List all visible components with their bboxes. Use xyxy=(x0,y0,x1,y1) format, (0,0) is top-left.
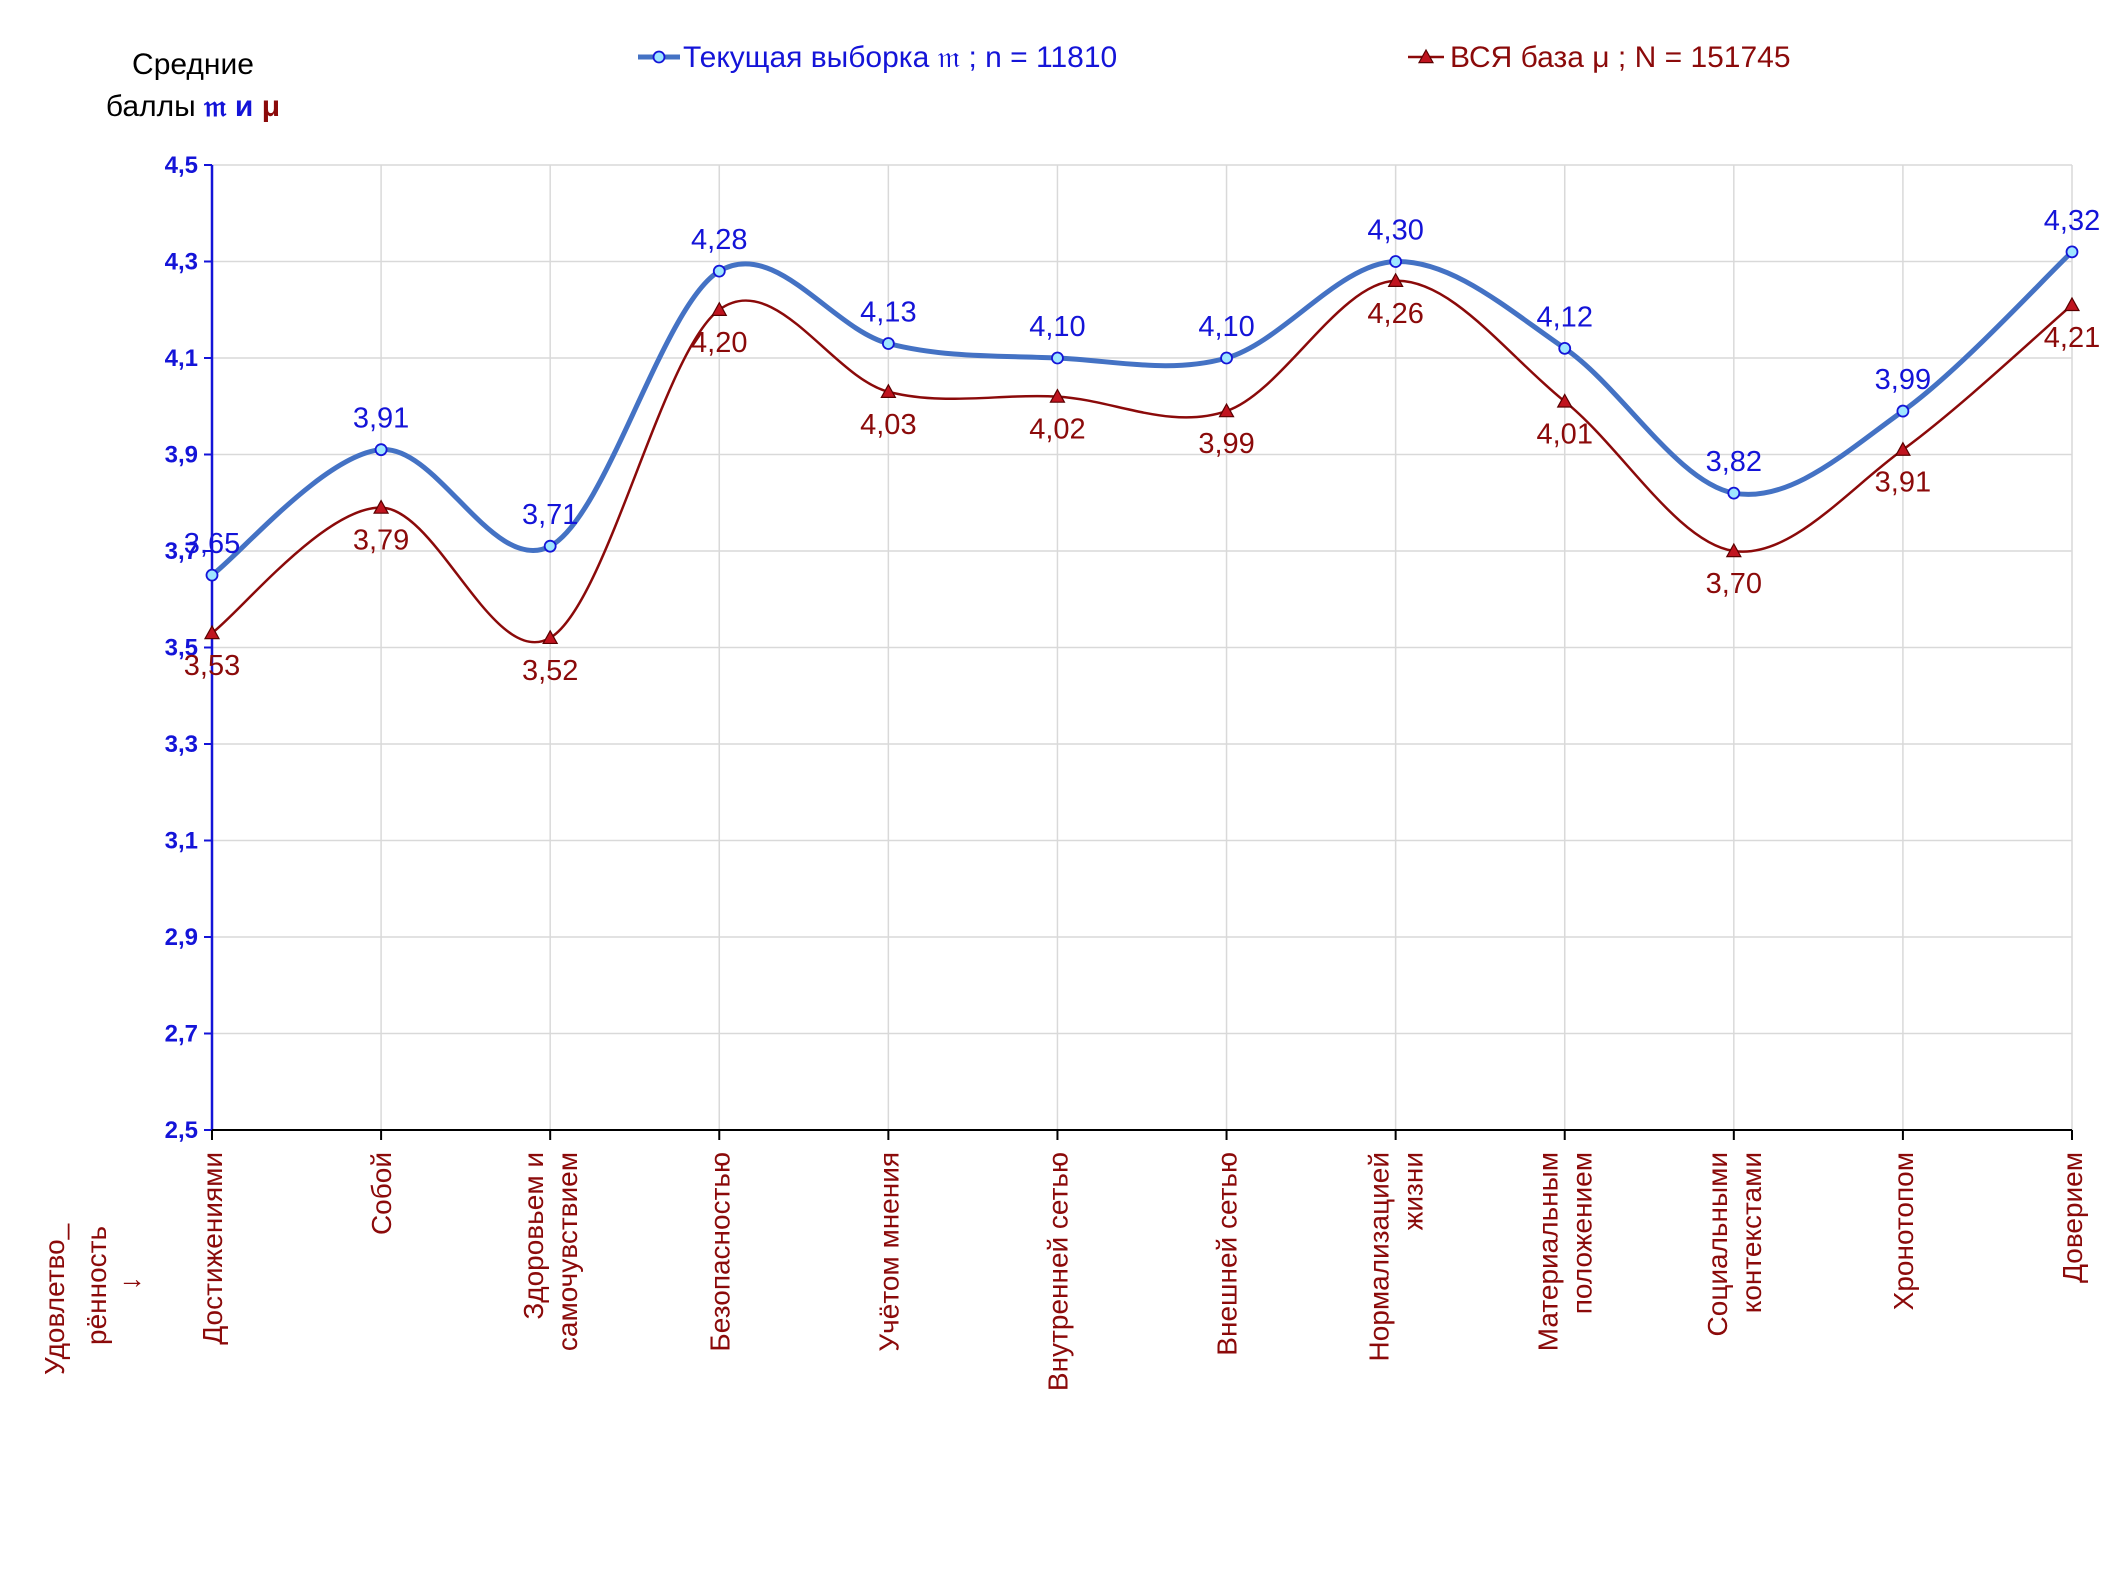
grid-lines xyxy=(212,164,2073,1130)
data-label-base: 3,91 xyxy=(1875,467,1931,499)
y-tick-label: 3,1 xyxy=(165,828,198,855)
marker-base xyxy=(1218,402,1235,418)
data-label-base: 4,20 xyxy=(691,327,747,359)
marker-current xyxy=(1558,341,1572,355)
data-label-current: 4,28 xyxy=(691,224,747,256)
marker-current xyxy=(205,568,219,582)
marker-current xyxy=(2065,245,2079,259)
y-tick-label: 2,5 xyxy=(165,1117,198,1144)
legend-marker-current xyxy=(652,50,666,64)
category-label: Здоровьем и xyxy=(518,1152,549,1320)
legend-marker-base xyxy=(1417,48,1435,64)
y-tick-label: 2,7 xyxy=(165,1021,198,1048)
x-axis-title-line1: Удовлетво_ xyxy=(39,1223,70,1375)
category-label: Доверием xyxy=(2057,1152,2088,1283)
marker-base xyxy=(880,383,897,398)
category-label: Внутренней сетью xyxy=(1042,1152,1073,1391)
series-line-base xyxy=(211,279,2073,644)
marker-base xyxy=(1556,393,1573,408)
y-tick-label: 2,9 xyxy=(165,924,198,951)
category-label: Нормализацией xyxy=(1364,1152,1395,1361)
data-label-base: 3,70 xyxy=(1706,568,1762,600)
marker-current xyxy=(374,443,388,457)
data-label-base: 3,79 xyxy=(353,525,409,557)
category-label: Учётом мнения xyxy=(873,1152,904,1352)
legend-label-current: Текущая выборка 𝔪 ; n = 11810 xyxy=(683,41,1117,74)
category-label: контекстами xyxy=(1736,1152,1767,1313)
axes xyxy=(204,164,2073,1140)
legend: Текущая выборка 𝔪 ; n = 11810 ВСЯ база μ … xyxy=(638,41,1791,74)
y-tick-label: 3,5 xyxy=(165,635,198,662)
data-label-base: 4,03 xyxy=(860,409,916,441)
category-labels: Достижениями Собой Здоровьем и самочувствие… xyxy=(197,1152,2088,1391)
category-label: Материальным xyxy=(1533,1152,1564,1351)
data-label-current: 4,10 xyxy=(1029,311,1085,343)
y-axis-title-and: и xyxy=(235,90,253,123)
marker-base xyxy=(711,301,728,316)
data-label-base: 3,53 xyxy=(184,650,240,682)
marker-base xyxy=(373,499,390,514)
marker-base xyxy=(1049,388,1066,403)
marker-base xyxy=(1894,441,1911,456)
y-tick-label: 3,9 xyxy=(165,442,198,469)
category-label: Достижениями xyxy=(197,1152,228,1345)
marker-current xyxy=(881,337,895,350)
category-label: жизни xyxy=(1398,1152,1429,1230)
marker-base xyxy=(1725,542,1742,558)
data-label-current: 3,82 xyxy=(1706,446,1762,478)
category-label: Социальными xyxy=(1702,1152,1733,1336)
x-axis-title-line2: рённость xyxy=(81,1226,112,1345)
y-tick-label: 3,7 xyxy=(165,538,198,565)
series-line-current xyxy=(210,250,2074,578)
category-label: Внешней сетью xyxy=(1212,1152,1243,1356)
marker-current xyxy=(1389,255,1403,268)
marker-current xyxy=(712,264,726,278)
data-label-current: 3,99 xyxy=(1875,364,1931,396)
marker-current xyxy=(1220,351,1233,365)
y-tick-labels: 2,5 2,7 2,9 3,1 3,3 3,5 3,7 3,9 4,1 4,3 4,5 xyxy=(165,152,198,1144)
y-axis-title-sym2: μ xyxy=(262,90,280,123)
data-label-base: 3,52 xyxy=(522,655,578,687)
legend-label-base: ВСЯ база μ ; N = 151745 xyxy=(1450,41,1791,74)
data-label-current: 3,65 xyxy=(184,528,240,560)
data-label-current: 3,91 xyxy=(353,403,409,435)
category-label: положением xyxy=(1567,1152,1598,1314)
category-label: Собой xyxy=(366,1152,397,1235)
data-labels: 3,65 3,91 3,71 4,28 4,13 4,10 4,10 4,30 4,12 3,82… xyxy=(184,205,2100,687)
data-label-current: 4,30 xyxy=(1367,215,1423,247)
category-label: Безопасностью xyxy=(704,1152,735,1352)
marker-current xyxy=(543,539,557,553)
data-label-current: 4,10 xyxy=(1198,311,1254,343)
marker-base xyxy=(1387,272,1404,287)
y-tick-label: 4,1 xyxy=(165,345,198,372)
data-label-current: 4,13 xyxy=(860,297,916,329)
data-label-current: 4,32 xyxy=(2044,205,2100,237)
data-label-base: 4,01 xyxy=(1537,418,1593,450)
data-label-current: 3,71 xyxy=(522,499,578,531)
y-tick-label: 4,3 xyxy=(165,249,198,276)
y-tick-label: 3,3 xyxy=(165,731,198,758)
marker-current xyxy=(1051,351,1064,365)
series-lines xyxy=(203,245,2081,645)
data-label-current: 4,12 xyxy=(1537,301,1593,333)
y-tick-label: 4,5 xyxy=(165,152,198,179)
marker-current xyxy=(1727,486,1741,500)
x-axis-title-arrow: → xyxy=(118,1263,146,1294)
marker-base xyxy=(2063,296,2081,312)
category-label: самочувствием xyxy=(552,1152,583,1351)
y-axis-title-line1: Средние xyxy=(132,48,254,81)
data-label-base: 4,26 xyxy=(1367,298,1423,330)
y-axis-title-line2: баллы 𝔪 и μ xyxy=(106,90,280,123)
marker-base xyxy=(203,624,221,640)
category-label: Хронотопом xyxy=(1888,1152,1919,1310)
y-axis-title-sym1: 𝔪 xyxy=(203,90,227,123)
marker-base xyxy=(542,629,559,645)
data-label-base: 3,99 xyxy=(1198,428,1254,460)
marker-current xyxy=(1896,404,1910,418)
data-label-base: 4,02 xyxy=(1029,414,1085,446)
y-axis-title-text: баллы xyxy=(106,90,196,123)
data-label-base: 4,21 xyxy=(2044,322,2100,354)
